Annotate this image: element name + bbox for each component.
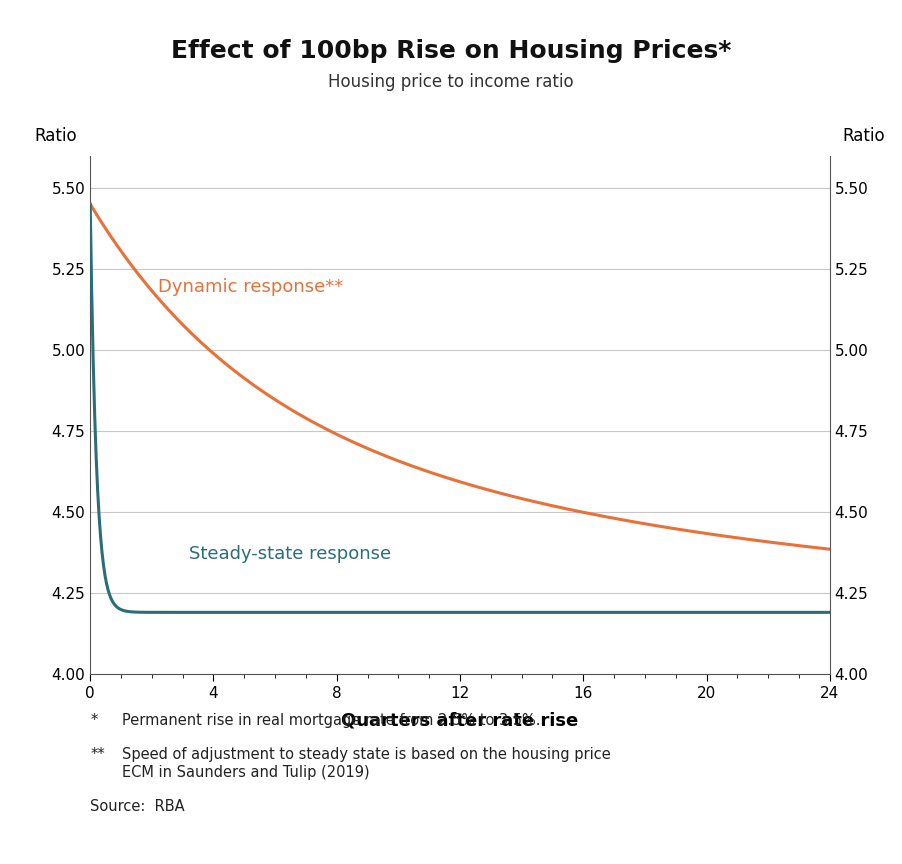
Text: Source:  RBA: Source: RBA bbox=[90, 799, 185, 814]
Text: Ratio: Ratio bbox=[842, 127, 885, 145]
X-axis label: Quarters after rate rise: Quarters after rate rise bbox=[341, 712, 579, 730]
Text: Steady-state response: Steady-state response bbox=[189, 545, 391, 563]
Text: Permanent rise in real mortgage rate from 2.5% to 3 5%.: Permanent rise in real mortgage rate fro… bbox=[122, 713, 540, 727]
Text: Ratio: Ratio bbox=[35, 127, 78, 145]
Text: Housing price to income ratio: Housing price to income ratio bbox=[328, 73, 574, 92]
Text: Effect of 100bp Rise on Housing Prices*: Effect of 100bp Rise on Housing Prices* bbox=[170, 39, 732, 63]
Text: **: ** bbox=[90, 747, 105, 762]
Text: Speed of adjustment to steady state is based on the housing price
ECM in Saunder: Speed of adjustment to steady state is b… bbox=[122, 747, 611, 779]
Text: Dynamic response**: Dynamic response** bbox=[158, 277, 344, 295]
Text: *: * bbox=[90, 713, 97, 727]
